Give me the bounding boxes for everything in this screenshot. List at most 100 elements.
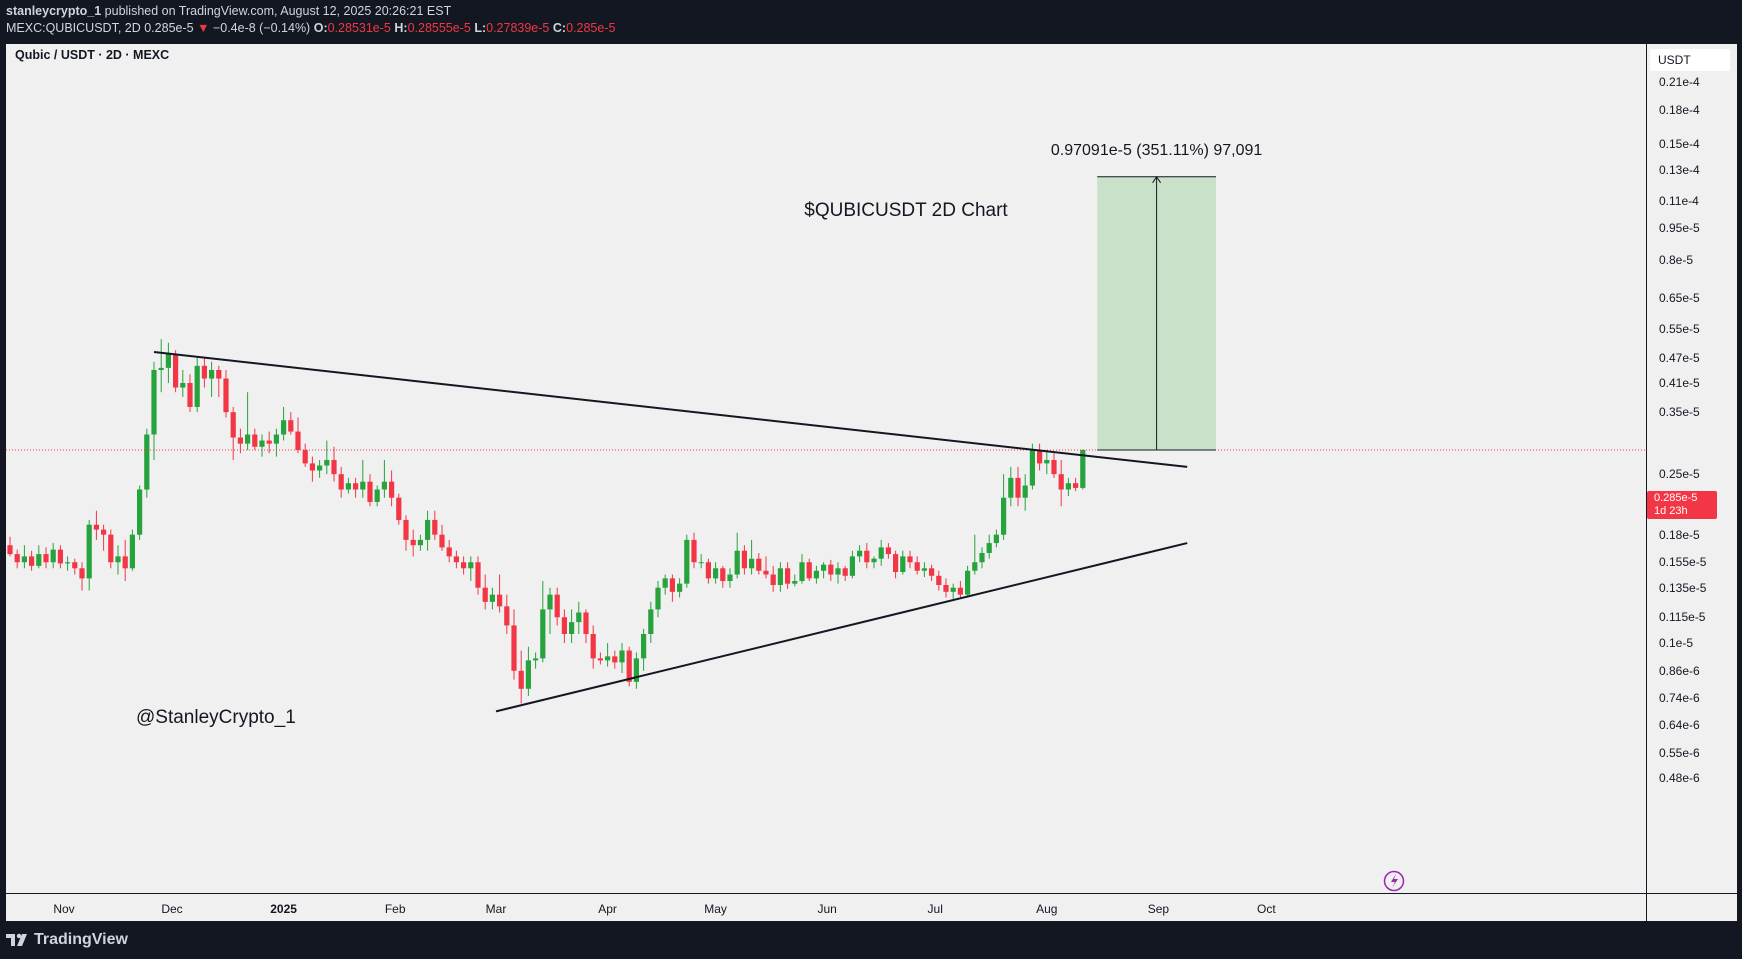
chart-pane[interactable]: 0.97091e-5 (351.11%) 97,091 $QUBICUSDT 2… [6, 44, 1646, 893]
candle-body [1080, 450, 1086, 488]
candle-body [569, 622, 575, 635]
candle-body [583, 612, 589, 635]
support-trendline [495, 542, 1188, 713]
candle-body [756, 558, 762, 571]
candle-body [770, 574, 776, 585]
candle-body [1008, 477, 1014, 498]
chart-canvas[interactable]: 0.97091e-5 (351.11%) 97,091 $QUBICUSDT 2… [6, 44, 1646, 893]
candle-body [713, 568, 719, 579]
footer-bar: TradingView [0, 921, 1742, 959]
candle-body [741, 550, 747, 569]
candle-body [554, 594, 560, 618]
time-tick-label: Jul [927, 902, 943, 916]
candle-body [446, 547, 452, 557]
candles-group [7, 339, 1086, 704]
brand-name: TradingView [34, 931, 128, 948]
candle-body [353, 483, 359, 490]
candle-body [453, 556, 459, 563]
candle-body [986, 543, 992, 553]
candle-body [29, 556, 35, 566]
candle-body [201, 365, 207, 379]
candle-body [907, 556, 913, 563]
candle-body [943, 584, 949, 592]
candle-body [381, 481, 387, 490]
measure-group: 0.97091e-5 (351.11%) 97,091 [1051, 142, 1262, 451]
lightning-icon[interactable] [1383, 870, 1405, 892]
candle-body [777, 568, 783, 585]
price-tick-label: 0.35e-5 [1659, 405, 1700, 420]
candle-body [180, 382, 186, 388]
candle-body [79, 568, 85, 579]
price-tick-label: 0.95e-5 [1659, 221, 1700, 236]
low-value: 0.27839e-5 [486, 21, 550, 35]
candle-body [669, 578, 675, 592]
open-value: 0.28531e-5 [327, 21, 391, 35]
candle-body [561, 617, 567, 635]
price-tick-label: 0.11e-4 [1659, 194, 1699, 209]
candle-body [806, 562, 812, 579]
candle-body [151, 369, 157, 435]
candle-body [144, 434, 150, 490]
candle-body [115, 556, 121, 563]
candle-body [93, 524, 99, 530]
candle-body [626, 650, 632, 682]
candle-body [281, 420, 287, 435]
time-axis[interactable]: Nov Dec 2025 Feb Mar Apr May Jun Jul Aug Sep Oct [6, 893, 1646, 922]
candle-body [727, 574, 733, 581]
candle-body [936, 575, 942, 585]
current-price-value: 0.285e-5 [1654, 492, 1698, 504]
candle-body [389, 481, 395, 498]
time-tick-label: May [704, 902, 727, 916]
candle-body [525, 660, 531, 689]
price-tick-label: 0.55e-6 [1659, 746, 1700, 761]
candle-body [849, 556, 855, 576]
time-tick-label: Dec [161, 902, 183, 916]
price-axis[interactable]: USDT 0.21e-4 0.18e-4 0.15e-4 0.13e-4 0.11e-4… [1646, 44, 1737, 893]
measure-arrow-head [1152, 175, 1162, 184]
candle-body [216, 369, 222, 379]
published-text: published on TradingView.com, August 12,… [104, 4, 452, 18]
high-label: H: [394, 21, 408, 35]
candle-body [266, 440, 272, 444]
candle-body [842, 568, 848, 576]
low-label: L: [474, 21, 487, 35]
currency-unit-button[interactable]: USDT [1650, 49, 1730, 71]
time-tick-label: Nov [53, 902, 75, 916]
candle-body [108, 534, 114, 563]
candle-body [360, 481, 366, 490]
candle-body [1015, 477, 1021, 498]
price-tick-label: 0.18e-5 [1659, 527, 1700, 542]
price-tick-label: 0.65e-5 [1659, 291, 1700, 306]
candle-body [857, 550, 863, 557]
candle-body [439, 534, 445, 548]
candle-body [425, 519, 431, 540]
price-tick-label: 0.135e-5 [1659, 580, 1707, 595]
candle-body [317, 465, 323, 471]
candle-body [273, 434, 279, 444]
candle-body [662, 578, 668, 588]
candle-body [173, 353, 179, 388]
candle-body [972, 562, 978, 571]
candle-body [410, 539, 416, 546]
watermark-handle: @StanleyCrypto_1 [136, 707, 296, 728]
candle-body [763, 570, 769, 575]
candle-body [165, 353, 171, 368]
candle-body [540, 609, 546, 659]
candle-body [7, 545, 13, 555]
candle-body [417, 539, 423, 546]
change-arrow-icon: ▼ [197, 21, 210, 35]
candle-body [309, 463, 315, 471]
candle-body [475, 562, 481, 588]
price-tick-label: 0.41e-5 [1659, 375, 1700, 390]
candle-body [50, 549, 56, 563]
candle-body [597, 658, 603, 661]
price-tick-label: 0.21e-4 [1659, 74, 1700, 89]
time-tick-label: Sep [1147, 902, 1170, 916]
tradingview-logo-icon [6, 933, 27, 946]
candle-body [1058, 474, 1064, 490]
top-info-bar: stanleycrypto_1 published on TradingView… [0, 0, 1742, 44]
tradingview-logo[interactable]: TradingView [6, 931, 128, 949]
candle-body [245, 434, 251, 444]
candle-body [295, 431, 301, 450]
candle-body [302, 450, 308, 464]
